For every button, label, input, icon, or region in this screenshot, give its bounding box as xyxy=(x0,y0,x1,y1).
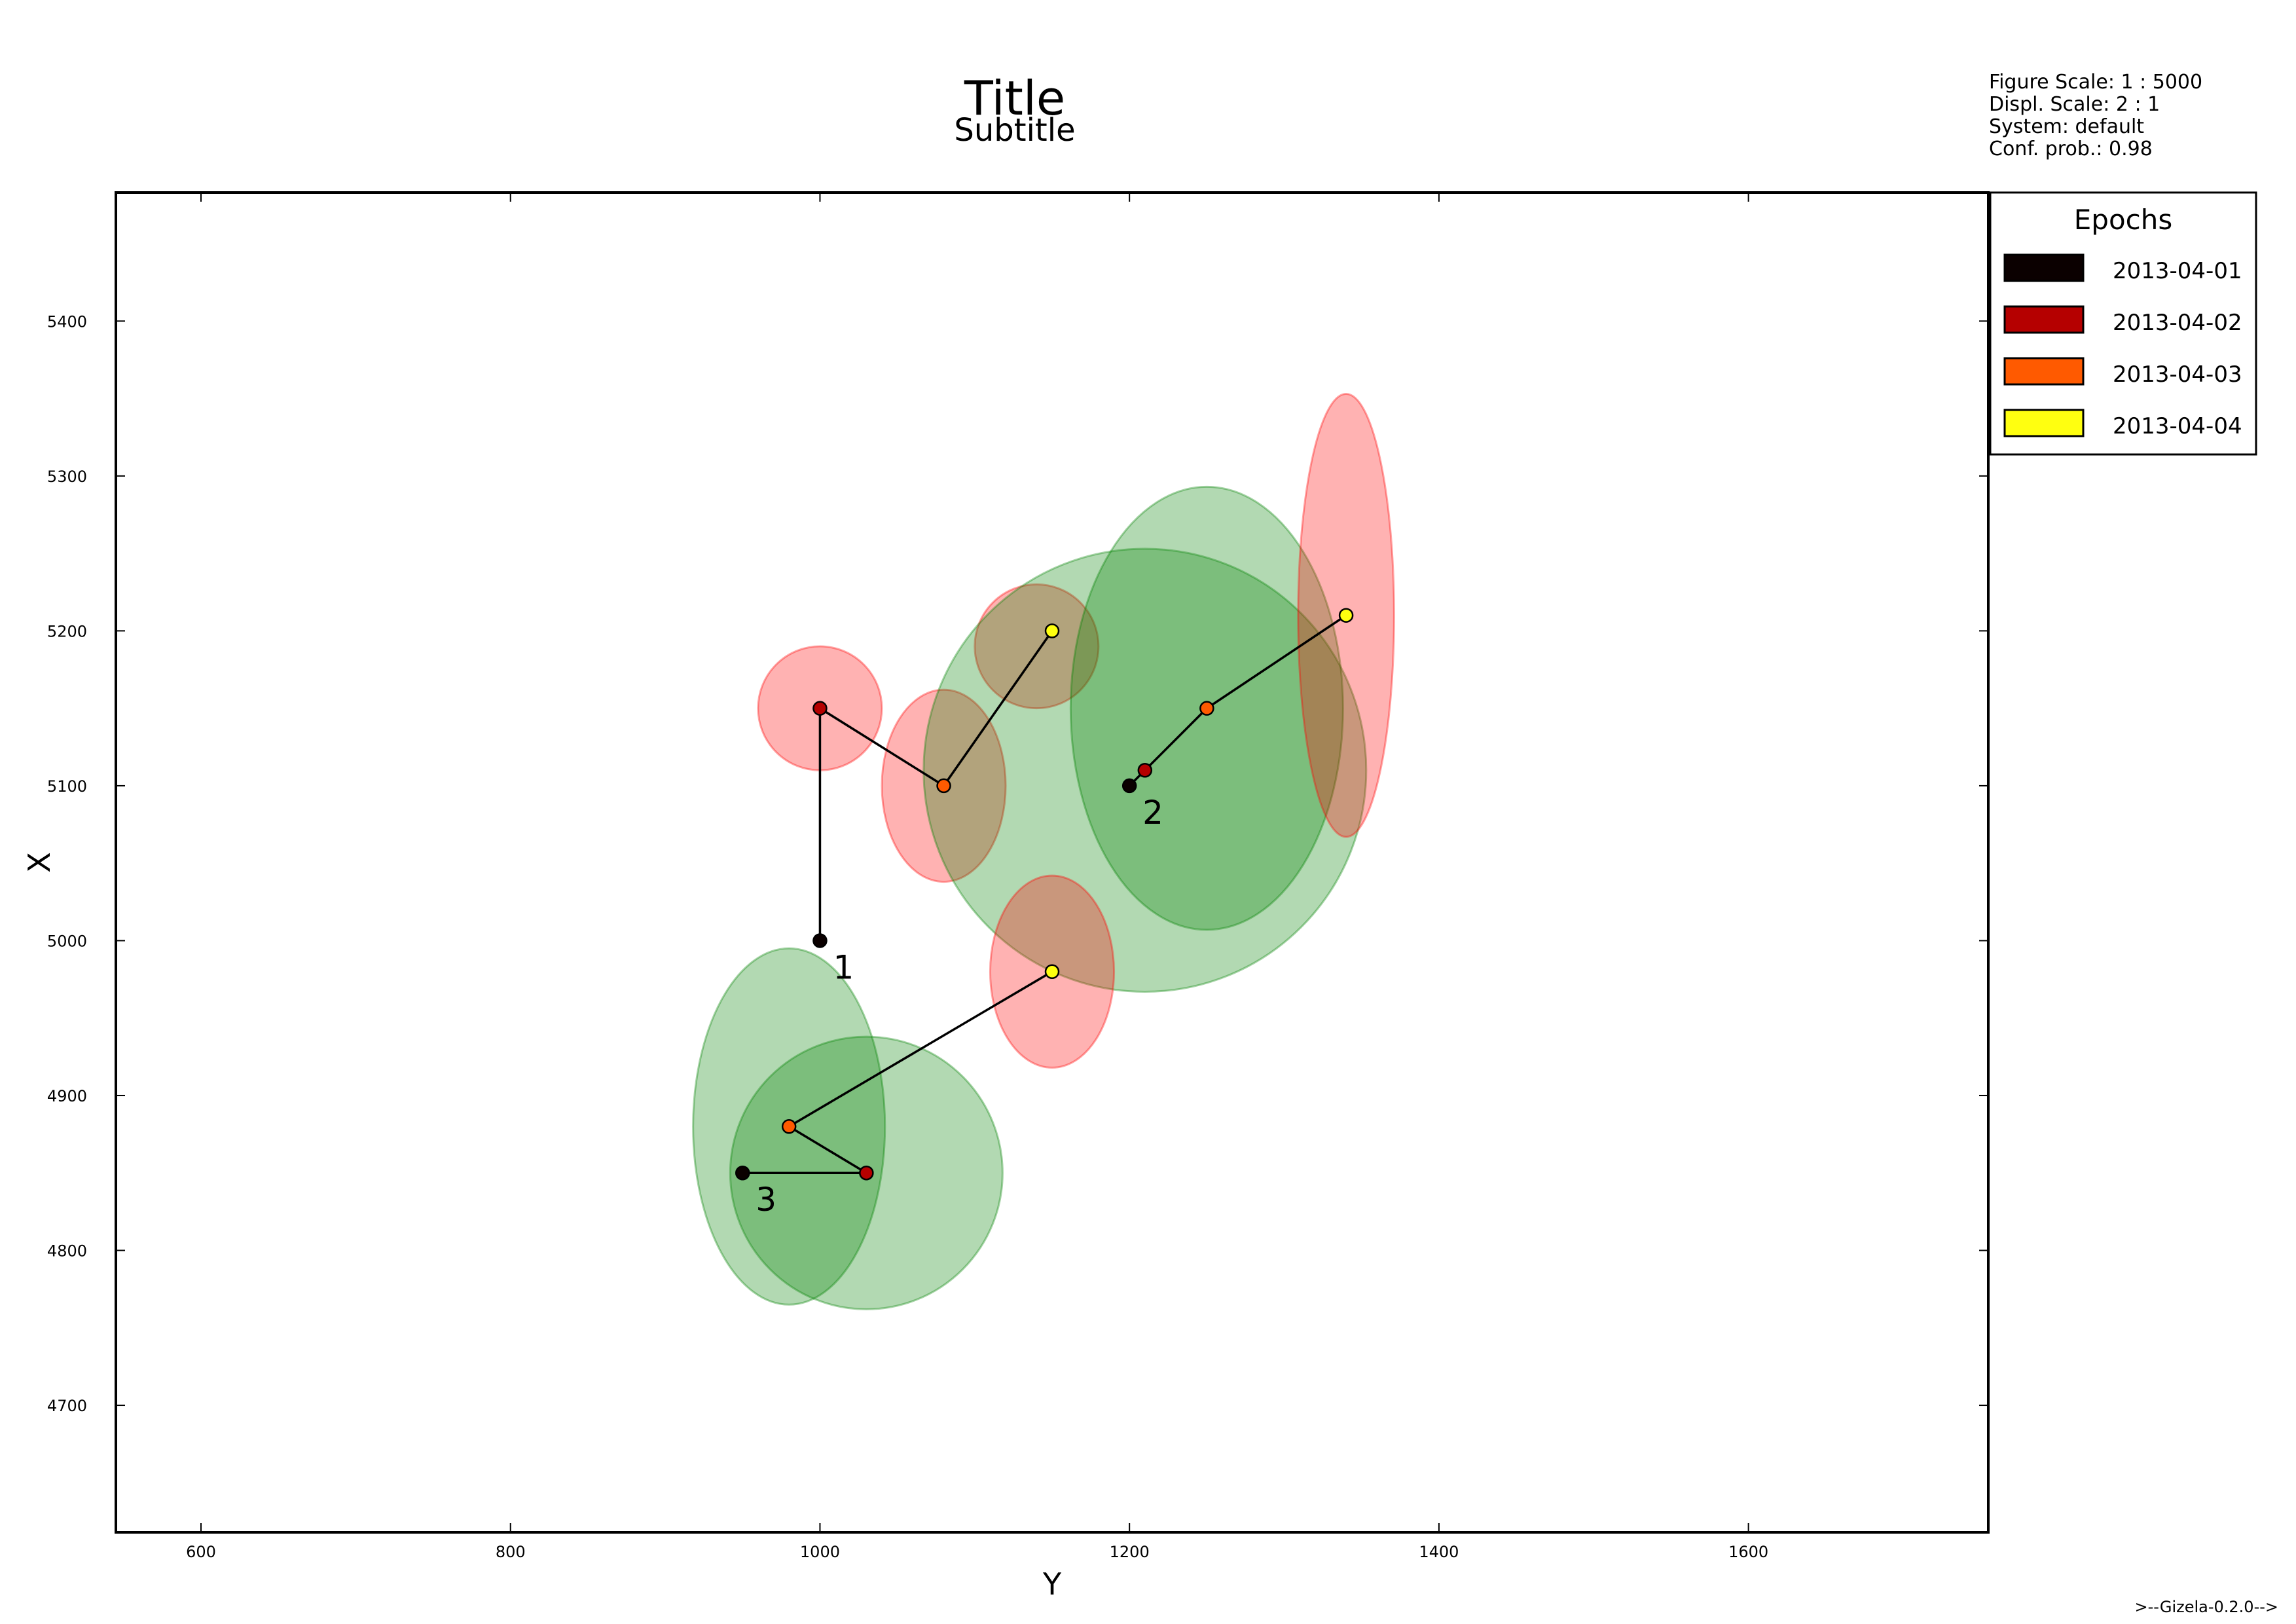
y-axis-label: X xyxy=(22,852,57,873)
legend-title: Epochs xyxy=(2074,204,2173,236)
axis-ticks: 600 800 1000 1200 1400 1600 4700 4800 4900 5000 51… xyxy=(47,193,1988,1561)
x-tick-label: 800 xyxy=(496,1543,526,1561)
legend-label: 2013-04-03 xyxy=(2113,361,2242,388)
footer-version: >--Gizela-0.2.0--> xyxy=(2135,1598,2278,1616)
info-line-conf-prob: Conf. prob.: 0.98 xyxy=(1989,138,2153,160)
point-marker xyxy=(1199,701,1214,716)
y-tick-label: 5100 xyxy=(47,777,87,796)
legend-entries: 2013-04-01 2013-04-02 2013-04-03 2013-04-04 xyxy=(2003,253,2242,439)
lines-layer xyxy=(742,614,1347,1174)
point-marker xyxy=(936,778,951,794)
info-line-system: System: default xyxy=(1989,115,2144,138)
legend-label: 2013-04-01 xyxy=(2113,258,2242,284)
confidence-ellipse xyxy=(974,583,1100,710)
displacement-line xyxy=(742,970,1053,1174)
point-marker xyxy=(1338,608,1354,623)
point-marker xyxy=(1044,964,1060,980)
y-tick-label: 5200 xyxy=(47,622,87,640)
point-marker xyxy=(812,933,828,948)
y-tick-label: 5000 xyxy=(47,932,87,950)
ellipses-layer xyxy=(692,392,1395,1310)
point-marker xyxy=(1137,763,1153,778)
point-label: 3 xyxy=(756,1181,776,1219)
point-marker xyxy=(1044,623,1060,638)
x-tick-label: 1000 xyxy=(800,1543,840,1561)
chart-title: Title xyxy=(964,71,1065,126)
x-tick-label: 1200 xyxy=(1110,1543,1150,1561)
point-marker xyxy=(812,701,828,716)
y-tick-label: 4800 xyxy=(47,1242,87,1261)
y-tick-label: 4700 xyxy=(47,1397,87,1415)
point-label: 1 xyxy=(833,948,854,986)
legend-label: 2013-04-04 xyxy=(2113,413,2242,439)
point-marker xyxy=(1121,778,1137,794)
info-line-displ-scale: Displ. Scale: 2 : 1 xyxy=(1989,93,2160,116)
point-labels-layer: 1 2 3 xyxy=(756,794,1163,1219)
x-tick-label: 600 xyxy=(186,1543,216,1561)
legend-swatch xyxy=(2003,305,2085,334)
y-tick-label: 4900 xyxy=(47,1087,87,1105)
legend: Epochs 2013-04-012013-04-022013-04-03201… xyxy=(1989,191,2257,456)
displacement-line xyxy=(818,630,1053,941)
point-marker xyxy=(781,1119,797,1134)
points-layer xyxy=(735,608,1354,1181)
y-tick-label: 5300 xyxy=(47,468,87,486)
info-line-figure-scale: Figure Scale: 1 : 5000 xyxy=(1989,71,2202,94)
legend-label: 2013-04-02 xyxy=(2113,310,2242,336)
legend-swatch xyxy=(2003,253,2085,282)
displacement-line xyxy=(1128,614,1347,787)
point-marker xyxy=(859,1165,874,1181)
chart-subtitle: Subtitle xyxy=(954,112,1075,149)
point-marker xyxy=(735,1165,750,1181)
x-tick-label: 1600 xyxy=(1728,1543,1768,1561)
y-tick-label: 5400 xyxy=(47,312,87,331)
x-axis-label: Y xyxy=(1042,1566,1062,1602)
info-box: Figure Scale: 1 : 5000 Displ. Scale: 2 :… xyxy=(1989,71,2202,160)
legend-swatch xyxy=(2003,409,2085,437)
point-label: 2 xyxy=(1142,794,1163,832)
x-tick-label: 1400 xyxy=(1419,1543,1459,1561)
plot-frame xyxy=(115,191,1990,1534)
legend-swatch xyxy=(2003,357,2085,386)
